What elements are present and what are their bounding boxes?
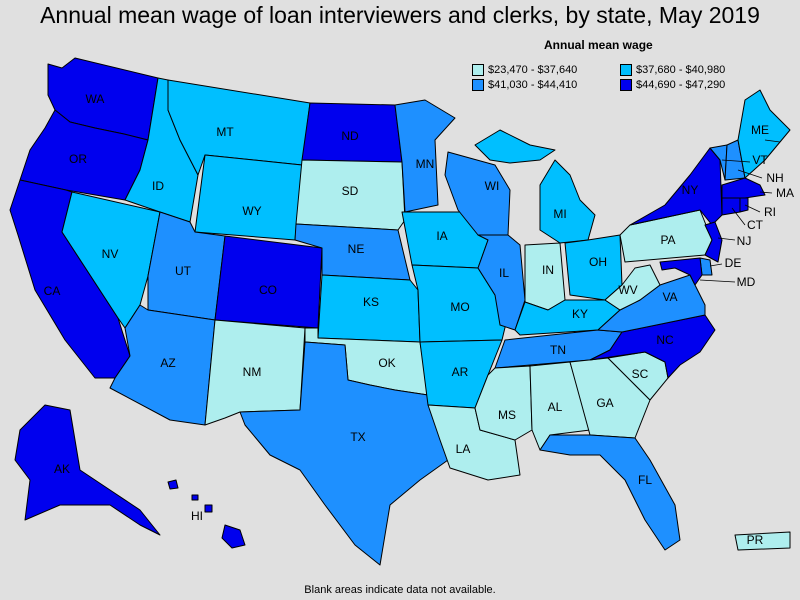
label-MN: MN	[416, 157, 435, 171]
label-UT: UT	[175, 264, 192, 278]
label-AK: AK	[54, 462, 70, 476]
legend-swatch-2	[620, 64, 632, 76]
state-RI[interactable]	[739, 197, 749, 213]
state-ME[interactable]	[737, 89, 791, 179]
label-MS: MS	[498, 408, 516, 422]
legend-label-2: $37,680 - $40,980	[636, 64, 726, 76]
label-GA: GA	[596, 396, 613, 410]
label-CT: CT	[747, 218, 764, 232]
label-OH: OH	[589, 255, 607, 269]
leader-ct	[731, 207, 746, 226]
label-SC: SC	[632, 367, 649, 381]
label-MI: MI	[553, 207, 566, 221]
label-FL: FL	[638, 473, 652, 487]
legend-swatch-4	[620, 79, 632, 91]
label-ND: ND	[341, 129, 359, 143]
map-title: Annual mean wage of loan interviewers an…	[40, 2, 760, 28]
legend-swatch-3	[472, 79, 484, 91]
label-NJ: NJ	[737, 234, 752, 248]
label-OR: OR	[69, 152, 87, 166]
state-AK[interactable]	[14, 404, 161, 536]
label-IL: IL	[499, 266, 509, 280]
state-labels: WA OR CA NV ID MT WY UT AZ CO NM ND SD N…	[44, 92, 794, 547]
leader-vt	[721, 159, 751, 163]
label-AL: AL	[548, 400, 563, 414]
label-AZ: AZ	[160, 356, 175, 370]
label-MO: MO	[450, 300, 469, 314]
label-OK: OK	[378, 356, 395, 370]
state-NC[interactable]	[589, 314, 716, 379]
state-TX[interactable]	[239, 341, 449, 566]
label-AR: AR	[452, 365, 469, 379]
legend-label-1: $23,470 - $37,640	[488, 64, 578, 76]
state-CO[interactable]	[214, 235, 323, 329]
label-RI: RI	[764, 205, 776, 219]
label-IA: IA	[436, 229, 447, 243]
label-NH: NH	[766, 171, 783, 185]
label-VT: VT	[752, 153, 768, 167]
label-KS: KS	[363, 295, 379, 309]
state-FL[interactable]	[539, 434, 681, 551]
label-CA: CA	[44, 284, 61, 298]
label-IN: IN	[542, 263, 554, 277]
state-WV[interactable]	[604, 264, 661, 311]
leader-md	[699, 279, 736, 283]
label-NC: NC	[656, 333, 674, 347]
label-KY: KY	[572, 307, 588, 321]
state-MA[interactable]	[721, 177, 766, 199]
state-CT[interactable]	[721, 197, 741, 216]
state-NY[interactable]	[629, 147, 723, 226]
label-PA: PA	[660, 233, 675, 247]
legend-swatch-1	[472, 64, 484, 76]
label-WA: WA	[86, 92, 105, 106]
label-NY: NY	[682, 183, 699, 197]
label-DE: DE	[725, 256, 742, 270]
label-VA: VA	[662, 290, 677, 304]
label-SD: SD	[342, 184, 359, 198]
label-LA: LA	[456, 442, 471, 456]
state-NJ[interactable]	[704, 221, 723, 263]
legend-label-3: $41,030 - $44,410	[488, 79, 578, 91]
legend-label-4: $44,690 - $47,290	[636, 79, 726, 91]
label-HI: HI	[191, 509, 203, 523]
label-TX: TX	[350, 430, 365, 444]
label-NV: NV	[102, 247, 119, 261]
leader-nh	[737, 169, 763, 179]
leader-me	[764, 139, 781, 143]
leader-nj	[717, 237, 736, 241]
label-CO: CO	[259, 283, 277, 297]
label-TN: TN	[550, 343, 566, 357]
legend-item-2: $37,680 - $40,980	[620, 64, 725, 76]
label-MT: MT	[216, 125, 234, 139]
state-MD[interactable]	[659, 257, 703, 286]
state-MN[interactable]	[394, 99, 456, 213]
label-WY: WY	[242, 204, 261, 218]
leader-ri	[744, 204, 761, 213]
state-SD[interactable]	[295, 159, 406, 231]
legend-title: Annual mean wage	[544, 38, 653, 52]
state-MI[interactable]	[539, 159, 596, 244]
label-MD: MD	[737, 275, 756, 289]
label-ID: ID	[152, 179, 164, 193]
label-ME: ME	[751, 123, 769, 137]
state-IL[interactable]	[477, 234, 526, 331]
legend-item-3: $41,030 - $44,410	[472, 79, 577, 91]
state-MI-up[interactable]	[474, 129, 556, 164]
legend-item-1: $23,470 - $37,640	[472, 64, 577, 76]
label-NE: NE	[348, 242, 365, 256]
footnote: Blank areas indicate data not available.	[304, 584, 496, 596]
label-NM: NM	[243, 365, 262, 379]
state-WY[interactable]	[194, 154, 303, 241]
legend-item-4: $44,690 - $47,290	[620, 79, 725, 91]
leader-de	[709, 263, 723, 267]
leader-ma	[759, 191, 773, 194]
label-MA: MA	[776, 186, 794, 200]
label-PR: PR	[747, 533, 764, 547]
state-PR[interactable]	[734, 531, 791, 551]
state-HI[interactable]	[167, 479, 246, 549]
label-WV: WV	[618, 283, 637, 297]
label-WI: WI	[485, 179, 500, 193]
